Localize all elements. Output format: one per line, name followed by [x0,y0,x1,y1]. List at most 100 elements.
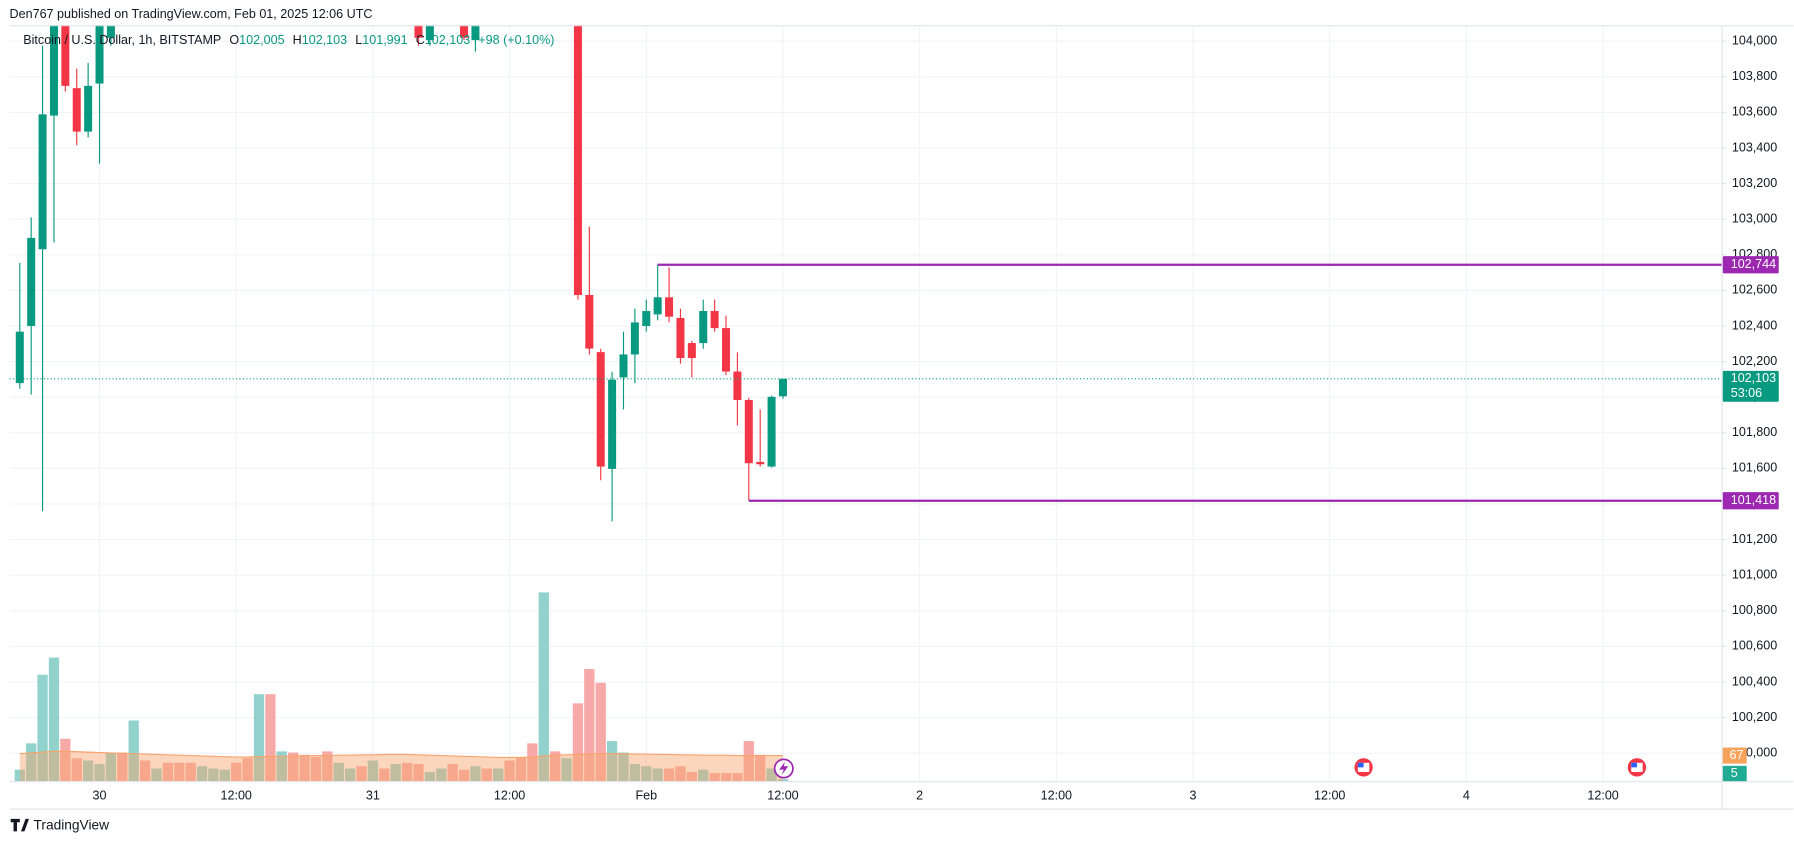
y-tick-label: 103,200 [1732,176,1777,190]
volume-bar [367,760,379,782]
x-tick-label: 3 [1190,788,1197,802]
volume-bar [117,752,128,782]
volume-bar [561,758,572,782]
candle-body [756,461,765,465]
candle-body [596,352,605,467]
volume-bar [584,669,595,782]
volume-bar [766,768,777,782]
volume-bar [572,703,584,782]
y-tick-label: 101,600 [1732,461,1777,475]
volume-bar [618,752,629,782]
volume-bar [698,769,709,782]
candle-body [84,85,93,132]
logo-mark [10,818,29,832]
volume-bar [94,763,105,782]
volume-bar [322,751,333,782]
candle-body [778,378,787,397]
volume-ma-area [19,751,783,782]
volume-bar [755,754,766,782]
legend-value: 102,103 [425,33,470,47]
y-tick-label: 104,000 [1732,34,1777,48]
volume-bar [333,762,344,782]
candle-body [733,371,742,401]
volume-bar [26,743,37,782]
legend-symbol: Bitcoin / U.S. Dollar, 1h, BITSTAMP [23,33,221,47]
candle-body [710,311,719,329]
volume-bar [675,766,686,782]
volume-bar [219,769,230,782]
candle-body [630,322,639,355]
volume-bar [310,757,322,782]
volume-bar [14,769,25,782]
volume-bar [777,779,789,782]
event-flag-canton [1631,762,1637,768]
candle-body [414,25,423,38]
x-tick-label: 12:00 [1587,788,1618,802]
volume-bar [151,768,162,782]
level-box [1722,256,1779,274]
volume-bar [60,738,71,782]
volume-bar [162,762,174,782]
last-price-box [1722,370,1779,402]
x-tick-label: Feb [635,788,657,802]
volume-bar [174,762,185,782]
candle-body [471,25,480,41]
x-tick-label: 31 [366,788,380,802]
legend-key: L [355,33,362,47]
candle-body [744,400,753,464]
candle-body [15,331,24,384]
y-tick-label: 103,800 [1732,69,1777,83]
volume-bar [37,674,48,782]
candle-body [95,25,104,84]
volume-bar [595,682,606,782]
candle-body [665,297,674,317]
x-tick-label: 2 [916,788,923,802]
candle-body [61,25,70,86]
y-tick-label: 101,200 [1732,532,1777,546]
level-box [1722,492,1779,510]
x-tick-label: 12:00 [494,788,525,802]
volume-bar [276,751,287,782]
x-tick-label: 12:00 [767,788,798,802]
x-tick-label: 12:00 [1041,788,1072,802]
volume-bar [504,760,515,782]
volume-bar [527,743,538,782]
y-tick-label: 102,200 [1732,354,1777,368]
volume-bar [641,766,652,782]
volume-bar [652,768,663,782]
volume-bar [185,762,196,782]
legend-key: O [229,33,239,47]
legend-change: +98 (+0.10%) [478,33,554,47]
volume-bar [481,768,492,782]
volume-bar [299,754,310,782]
candle-body [767,396,776,467]
volume-bar [686,771,697,782]
legend-value: 102,005 [239,33,284,47]
candle-body [642,311,651,326]
x-tick-label: 12:00 [1314,788,1345,802]
volume-ma-box [1722,747,1747,764]
y-tick-label: 100,200 [1732,710,1777,724]
volume-bar [82,760,94,782]
candle-body [722,328,731,372]
volume-bar [743,741,754,782]
volume-bar [128,720,139,782]
grid: 104,000 103,800 103,600 103,400 103,200 103,0… [9,25,1777,802]
candle-body [38,114,47,250]
volume-label: 5 [1731,766,1738,780]
candle-body [619,354,628,378]
volume-bar [379,768,390,782]
candle-body [608,379,617,469]
volume-bar [413,763,424,782]
volume-bar [720,773,732,782]
volume-bar [356,766,367,782]
last-price-label: 102,103 [1731,371,1776,385]
candle-body [27,237,36,326]
volume-bar [538,592,549,782]
volume-bar [424,771,436,782]
candle-body [653,297,662,315]
y-tick-label: 100,800 [1732,603,1777,617]
alert-bolt [779,761,789,776]
